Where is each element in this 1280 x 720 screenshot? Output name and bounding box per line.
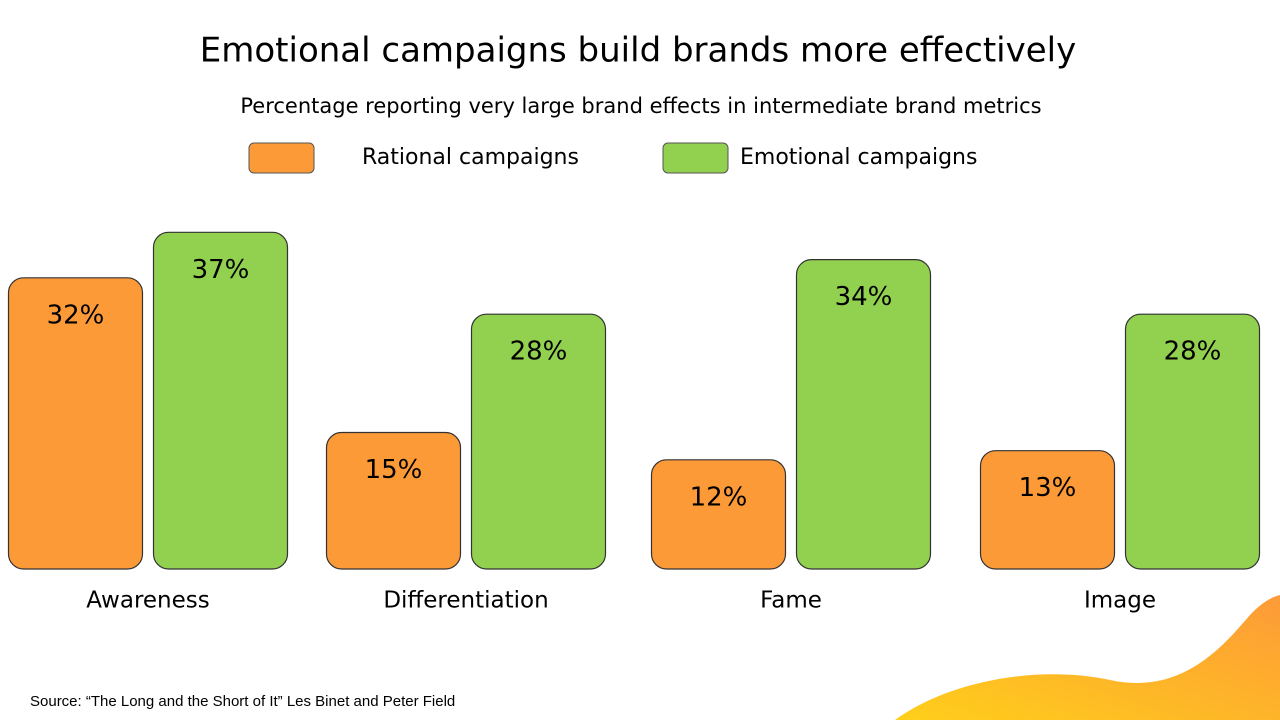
source-note: Source: “The Long and the Short of It” L… [30, 693, 455, 710]
value-label: 28% [1164, 337, 1222, 367]
value-label: 13% [1019, 473, 1077, 503]
chart-title: Emotional campaigns build brands more ef… [200, 31, 1076, 71]
value-label: 37% [192, 255, 250, 285]
legend-label: Rational campaigns [362, 145, 579, 170]
bar [7, 277, 144, 570]
value-label: 32% [47, 300, 105, 330]
bar [979, 450, 1116, 570]
legend-swatch [662, 142, 729, 174]
bar [325, 431, 462, 570]
x-tick-label: Image [1084, 588, 1156, 614]
chart-subtitle: Percentage reporting very large brand ef… [240, 94, 1041, 118]
bar [1124, 313, 1261, 570]
decor-wave [895, 595, 1280, 720]
bar [152, 231, 289, 570]
legend-swatch [248, 142, 315, 174]
bar [470, 313, 607, 570]
bar [650, 459, 787, 570]
x-tick-label: Differentiation [383, 588, 548, 614]
value-label: 34% [835, 282, 893, 312]
x-tick-label: Awareness [86, 588, 210, 614]
bar [795, 259, 932, 570]
legend-label: Emotional campaigns [740, 145, 977, 170]
x-tick-label: Fame [760, 588, 822, 614]
value-label: 15% [365, 455, 423, 485]
value-label: 28% [510, 337, 568, 367]
value-label: 12% [690, 482, 748, 512]
